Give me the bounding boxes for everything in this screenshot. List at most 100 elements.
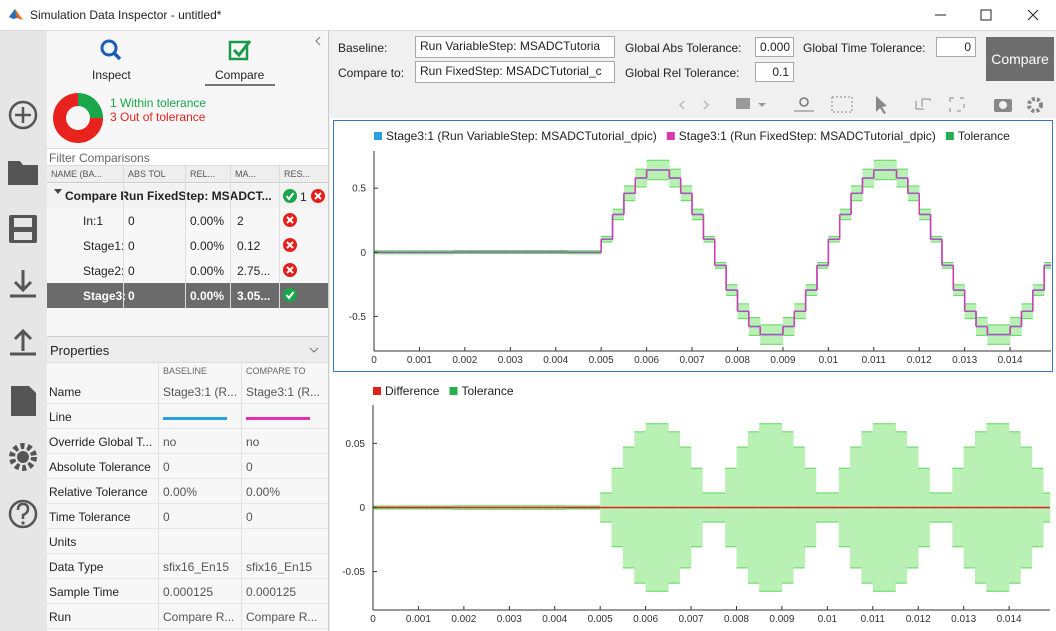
group-name: Compare Run FixedStep: MSADCT... (65, 189, 272, 203)
x-tick-label: 0.014 (997, 614, 1022, 625)
compare-to-label: Compare to: (338, 66, 405, 80)
y-tick-label: -0.5 (349, 312, 367, 323)
x-tick-label: 0.008 (725, 355, 750, 366)
selected-row (47, 283, 328, 308)
abs-tol-label: Global Abs Tolerance: (625, 41, 742, 55)
group-result-count: 1 (300, 190, 307, 204)
time-tol-input[interactable]: 0 (936, 37, 976, 57)
x-tick-label: 0.001 (406, 614, 431, 625)
property-row (47, 379, 328, 404)
abs-tol-input[interactable]: 0.000 (755, 37, 794, 57)
x-tick-label: 0.011 (862, 355, 887, 366)
x-tick-label: 0 (371, 355, 377, 366)
line-swatch (163, 417, 227, 420)
filter-box[interactable]: Filter Comparisons (47, 148, 328, 166)
x-tick-label: 0.001 (407, 355, 432, 366)
bottom-chart[interactable]: -0.05 0 0.05 0 0.001 0.002 0.003 0.004 0.005 0.00… (333, 378, 1053, 631)
table-cell: 2.75... (237, 264, 271, 278)
property-row (47, 604, 328, 629)
within-count: 1 (110, 96, 117, 110)
out-count: 3 (110, 110, 117, 124)
x-tick-label: 0.009 (769, 614, 794, 625)
within-label: Within tolerance (120, 96, 207, 110)
fail-cross (286, 216, 294, 224)
group-row (47, 184, 328, 208)
property-row (47, 504, 328, 529)
property-row (47, 529, 328, 554)
compare-tab[interactable]: Compare (215, 68, 265, 82)
window-controls[interactable] (925, 0, 1056, 30)
out-label: Out of tolerance (120, 110, 206, 124)
inspect-icon[interactable] (97, 37, 125, 63)
plot-toolbar[interactable] (670, 93, 1056, 119)
property-label: Data Type (49, 560, 104, 574)
property-value: 0 (163, 460, 170, 474)
table-cell: Stage3: (83, 289, 125, 303)
column-divider (230, 166, 231, 308)
table-cell: 0 (128, 289, 135, 303)
column-divider (123, 166, 124, 308)
compare-value: Run FixedStep: MSADCTutorial_c (420, 64, 602, 78)
legend-label: Difference (385, 384, 440, 398)
x-tick-label: 0.014 (998, 355, 1023, 366)
column-divider (241, 363, 242, 631)
property-value: 0.00% (246, 485, 281, 499)
inspect-tab[interactable]: Inspect (92, 68, 131, 82)
x-tick-label: 0.01 (818, 614, 838, 625)
property-row (47, 454, 328, 479)
property-value: no (246, 435, 260, 449)
property-value: 0.00% (163, 485, 198, 499)
table-cell: Stage2: (83, 264, 125, 278)
title-bar: Simulation Data Inspector - untitled* (0, 0, 1056, 31)
group-result-icon (311, 189, 325, 203)
legend-label: Tolerance (958, 129, 1010, 143)
column-header: REL... (190, 169, 216, 179)
x-tick-label: 0 (370, 614, 376, 625)
top-chart[interactable]: -0.5 0 0.5 0 0.001 0.002 0.003 0.004 0.005 0.006 0… (333, 120, 1053, 372)
compare-button[interactable]: Compare (986, 37, 1054, 81)
compare-icon[interactable] (227, 37, 255, 63)
out-summary: 3 Out of tolerance (110, 110, 205, 124)
group-toggle (54, 189, 62, 194)
table-cell: 0.12 (237, 239, 261, 253)
properties-toggle[interactable] (308, 345, 320, 355)
x-tick-label: 0.005 (589, 355, 614, 366)
collapse-button[interactable] (312, 34, 324, 48)
x-tick-label: 0.003 (498, 355, 523, 366)
property-label: Units (49, 535, 77, 549)
property-row (47, 554, 328, 579)
x-tick-label: 0.004 (543, 355, 568, 366)
result-icon (283, 213, 297, 227)
property-label: Relative Tolerance (49, 485, 148, 499)
pass-check (285, 291, 295, 300)
x-tick-label: 0.006 (634, 355, 659, 366)
property-value: Stage3:1 (R... (246, 385, 321, 399)
y-tick-label: 0 (360, 248, 366, 259)
table-cell: 3.05... (237, 289, 271, 303)
column-header: RES... (284, 169, 311, 179)
y-tick-label: 0.5 (352, 184, 366, 195)
app-icon (9, 9, 23, 20)
property-label: Run (49, 610, 72, 624)
x-tick-label: 0.009 (770, 355, 795, 366)
x-tick-label: 0.004 (542, 614, 567, 625)
x-tick-label: 0.008 (724, 614, 749, 625)
x-tick-label: 0.006 (633, 614, 658, 625)
result-icon (283, 288, 297, 302)
fail-cross (286, 241, 294, 249)
x-tick-label: 0.007 (679, 614, 704, 625)
property-label: Override Global T... (49, 435, 153, 449)
property-label: Name (49, 385, 82, 399)
column-header: ABS TOL (128, 169, 166, 179)
table-cell: 0.00% (190, 264, 225, 278)
table-cell: Stage1: (83, 239, 125, 253)
legend-label: Stage3:1 (Run VariableStep: MSADCTutoria… (386, 129, 657, 143)
baseline-select[interactable]: Run VariableStep: MSADCTutoria (415, 36, 615, 58)
column-divider (158, 363, 159, 631)
result-icon (283, 238, 297, 252)
property-value: 0.000125 (163, 585, 214, 599)
rel-tol-input[interactable]: 0.1 (755, 62, 794, 82)
property-value: no (163, 435, 177, 449)
compare-select[interactable]: Run FixedStep: MSADCTutorial_c (415, 61, 615, 83)
table-cell: 0 (128, 239, 135, 253)
